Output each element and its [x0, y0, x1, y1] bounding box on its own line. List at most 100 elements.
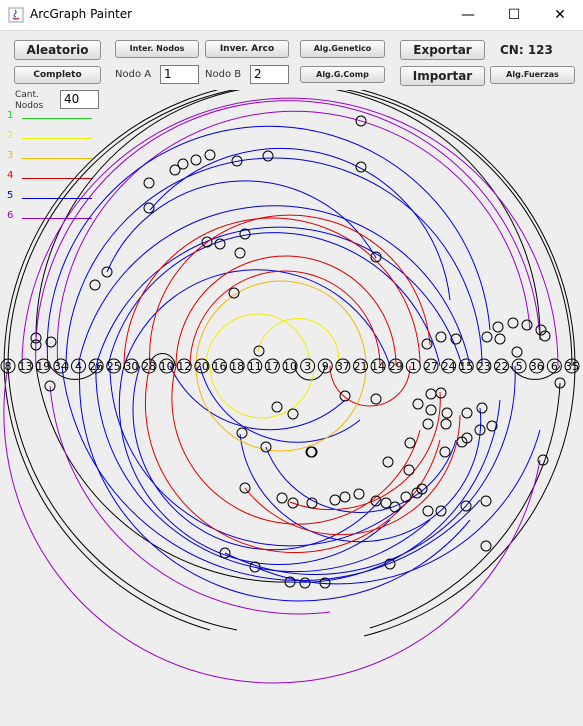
minimize-button[interactable]: — [461, 7, 475, 23]
node-35[interactable]: 35 [564, 358, 580, 374]
crossing-marker [219, 547, 231, 559]
crossing-marker [492, 321, 504, 333]
node-label: 21 [354, 360, 368, 373]
node-23[interactable]: 23 [476, 358, 492, 374]
node-12[interactable]: 12 [176, 358, 192, 374]
crossing-marker [389, 501, 401, 513]
node-label: 35 [565, 360, 579, 373]
node-label: 4 [75, 360, 82, 373]
node-19[interactable]: 19 [35, 358, 51, 374]
cant-nodos-field[interactable]: 40 [60, 90, 99, 109]
maximize-button[interactable]: ☐ [507, 7, 521, 23]
crossing-marker [441, 407, 453, 419]
nodo-a-field[interactable]: 1 [160, 65, 199, 84]
node-label: 3 [304, 360, 311, 373]
close-button[interactable]: ✕ [554, 7, 566, 23]
alg-genetico-button[interactable]: Alg.Genetico [300, 40, 385, 58]
node-20[interactable]: 20 [194, 358, 210, 374]
node-37[interactable]: 37 [335, 358, 351, 374]
node-label: 19 [36, 360, 50, 373]
crossing-number-label: CN: 123 [500, 43, 553, 57]
node-5[interactable]: 5 [511, 358, 527, 374]
crossing-marker [404, 437, 416, 449]
node-label: 17 [265, 360, 279, 373]
node-15[interactable]: 15 [458, 358, 474, 374]
crossing-marker [439, 446, 451, 458]
nodo-b-field[interactable]: 2 [250, 65, 289, 84]
node-10[interactable]: 10 [282, 358, 298, 374]
crossing-marker [494, 333, 506, 345]
crossing-marker [45, 336, 57, 348]
inter-nodos-button[interactable]: Inter. Nodos [115, 40, 199, 58]
node-label: 12 [177, 360, 191, 373]
aleatorio-button[interactable]: Aleatorio [14, 40, 101, 60]
crossing-marker [435, 387, 447, 399]
node-label: 15 [459, 360, 473, 373]
node-label: 16 [213, 360, 227, 373]
node-9[interactable]: 9 [317, 358, 333, 374]
node-13[interactable]: 13 [18, 358, 34, 374]
crossing-marker [422, 505, 434, 517]
node-28[interactable]: 28 [141, 358, 157, 374]
node-22[interactable]: 22 [494, 358, 509, 374]
exportar-button[interactable]: Exportar [400, 40, 485, 60]
node-18[interactable]: 18 [229, 358, 245, 374]
crossing-marker [30, 339, 42, 351]
crossing-marker [370, 251, 382, 263]
node-3[interactable]: 3 [300, 358, 316, 374]
crossing-marker [287, 497, 299, 509]
node-11[interactable]: 11 [247, 358, 263, 374]
node-14[interactable]: 14 [370, 358, 386, 374]
node-29[interactable]: 29 [388, 358, 404, 374]
node-24[interactable]: 24 [441, 358, 457, 374]
crossing-marker [249, 561, 261, 573]
cant-label: Cant. [15, 90, 39, 100]
node-17[interactable]: 17 [264, 358, 280, 374]
crossing-marker [30, 332, 42, 344]
arc-layer [3, 90, 576, 684]
node-label: 29 [389, 360, 403, 373]
node-10[interactable]: 10 [159, 358, 175, 374]
crossing-marker [380, 497, 392, 509]
crossing-marker [339, 491, 351, 503]
node-label: 26 [89, 360, 103, 373]
node-27[interactable]: 27 [423, 358, 439, 374]
crossing-marker [461, 407, 473, 419]
crossing-marker [339, 390, 351, 402]
legend-label-5: 5 [7, 190, 14, 201]
crossing-marker [306, 497, 318, 509]
node-4[interactable]: 4 [71, 358, 86, 374]
alg-g-comp-button[interactable]: Alg.G.Comp [300, 66, 385, 83]
crossing-marker [299, 577, 311, 589]
node-26[interactable]: 26 [88, 358, 104, 374]
node-30[interactable]: 30 [123, 358, 139, 374]
crossing-marker [353, 488, 365, 500]
node-36[interactable]: 36 [529, 358, 545, 374]
node-8[interactable]: 8 [0, 358, 16, 374]
node-21[interactable]: 21 [353, 358, 368, 374]
legend-line-6 [22, 218, 92, 219]
crossing-marker [476, 402, 488, 414]
node-34[interactable]: 34 [53, 358, 69, 374]
crossing-marker [355, 115, 367, 127]
node-label: 13 [19, 360, 33, 373]
node-16[interactable]: 16 [212, 358, 227, 374]
node-label: 34 [54, 360, 68, 373]
node-1[interactable]: 1 [405, 358, 421, 374]
crossing-marker [239, 482, 251, 494]
arc-graph-canvas[interactable]: 8 13 19 34 4 26 25 30 28 10 12 20 16 18 11 17 10 3 9 37 21 14… [0, 90, 583, 690]
crossing-marker [461, 432, 473, 444]
inver-arco-button[interactable]: Inver. Arco [205, 40, 289, 58]
importar-button[interactable]: Importar [400, 66, 485, 86]
crossing-marker [460, 500, 472, 512]
crossing-marker [319, 577, 331, 589]
node-label: 37 [336, 360, 350, 373]
node-label: 27 [424, 360, 438, 373]
completo-button[interactable]: Completo [14, 66, 101, 84]
alg-fuerzas-button[interactable]: Alg.Fuerzas [490, 66, 575, 84]
node-6[interactable]: 6 [546, 358, 562, 374]
node-25[interactable]: 25 [106, 358, 122, 374]
crossing-marker [236, 427, 248, 439]
crossing-marker [384, 558, 396, 570]
node-label: 23 [477, 360, 491, 373]
